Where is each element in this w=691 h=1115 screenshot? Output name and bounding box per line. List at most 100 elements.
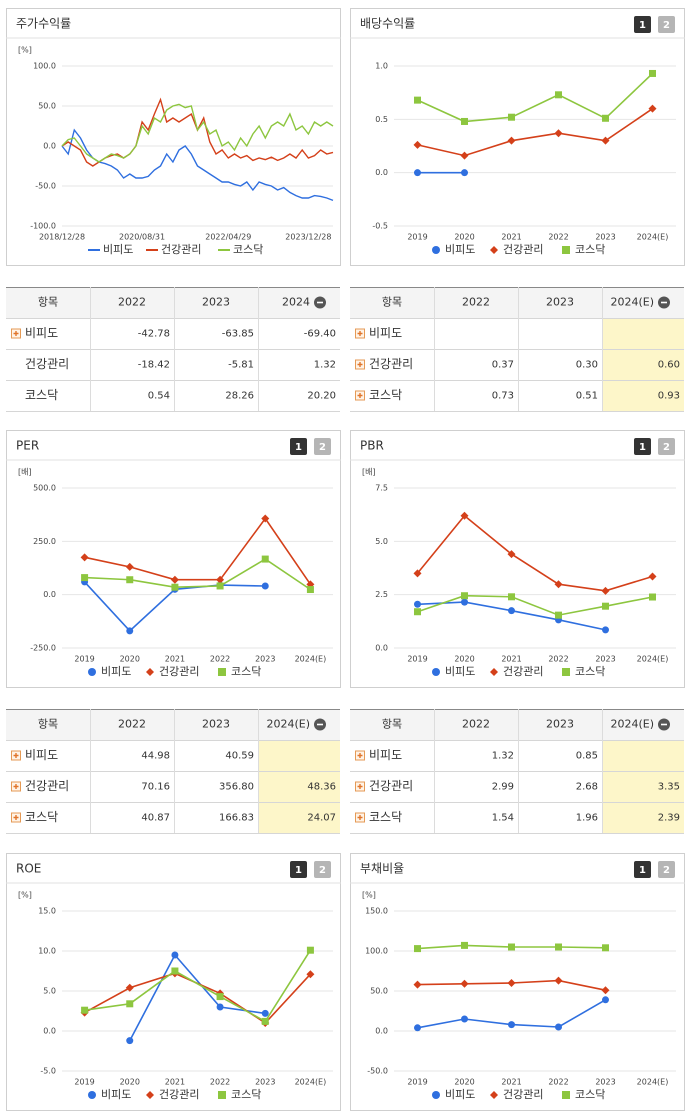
table-cell: 1.54 — [492, 813, 514, 824]
chart-box — [6, 8, 341, 266]
point — [306, 970, 315, 979]
point — [508, 1021, 515, 1029]
point — [261, 582, 269, 590]
table-cell: -5.81 — [228, 360, 254, 371]
point — [261, 514, 270, 523]
legend-swatch — [88, 1091, 96, 1099]
point — [414, 96, 421, 104]
table-cell: 0.85 — [576, 751, 598, 762]
legend-swatch — [432, 1091, 440, 1099]
legend-swatch — [432, 246, 440, 254]
point — [414, 1024, 421, 1032]
point — [413, 140, 422, 149]
chart-title: 주가수익률 — [16, 17, 71, 31]
tab-button-label[interactable]: 2 — [319, 442, 326, 453]
x-tick-label: 2024(E) — [637, 655, 669, 664]
chart-box — [6, 430, 341, 688]
table-cell: 20.20 — [307, 391, 336, 402]
tab-button-label[interactable]: 2 — [663, 865, 670, 876]
x-tick-label: 2019 — [74, 1078, 94, 1087]
table-header: 2023 — [546, 296, 574, 309]
x-tick-label: 2023 — [255, 1078, 275, 1087]
y-tick-label: 2.5 — [375, 590, 388, 599]
tab-button[interactable] — [658, 438, 675, 455]
highlight-column — [602, 740, 684, 833]
x-tick-label: 2022/04/29 — [205, 233, 251, 242]
expand-icon-plus — [357, 362, 363, 367]
tab-button-label[interactable]: 2 — [663, 20, 670, 31]
series-line — [61, 103, 334, 163]
point — [649, 69, 656, 77]
table-cell: 1.96 — [576, 813, 598, 824]
tab-button-label[interactable]: 1 — [295, 865, 302, 876]
legend-swatch — [88, 668, 96, 676]
point — [554, 580, 563, 589]
row-label: 비피도 — [369, 326, 402, 340]
point — [171, 951, 179, 959]
chart-box — [6, 853, 341, 1111]
y-tick-label: 7.5 — [375, 484, 388, 493]
tab-button[interactable] — [290, 861, 307, 878]
legend-label: 건강관리 — [159, 665, 199, 678]
table-cell: 40.59 — [225, 751, 254, 762]
table-header-bg — [6, 709, 340, 740]
point — [508, 943, 515, 951]
point — [81, 1006, 89, 1014]
table-cell: -42.78 — [138, 329, 170, 340]
point — [601, 136, 610, 145]
point — [216, 993, 224, 1001]
y-tick-label: -50.0 — [35, 182, 56, 191]
tab-button[interactable] — [634, 438, 651, 455]
series-line — [416, 514, 653, 592]
x-tick-label: 2020 — [120, 655, 140, 664]
point — [601, 586, 610, 595]
x-tick-label: 2024(E) — [295, 1078, 327, 1087]
tab-button-label[interactable]: 1 — [639, 865, 646, 876]
tab-button-label[interactable]: 1 — [295, 442, 302, 453]
tab-button[interactable] — [658, 16, 675, 33]
point — [261, 1017, 269, 1025]
tab-button[interactable] — [314, 861, 331, 878]
series-line — [84, 949, 312, 1023]
tab-button-label[interactable]: 1 — [639, 442, 646, 453]
x-tick-label: 2024(E) — [637, 1078, 669, 1087]
table-cell: -63.85 — [222, 329, 254, 340]
legend-label: 비피도 — [445, 243, 475, 256]
tab-button[interactable] — [314, 438, 331, 455]
legend-swatch — [218, 668, 226, 676]
x-tick-label: 2022 — [210, 1078, 230, 1087]
unit-label: [%] — [18, 46, 32, 55]
table-cell: 2.39 — [658, 813, 680, 824]
tab-button[interactable] — [634, 861, 651, 878]
y-tick-label: 50.0 — [370, 987, 388, 996]
tab-button[interactable] — [634, 16, 651, 33]
legend-label: 비피도 — [103, 243, 133, 256]
x-tick-label: 2019 — [407, 655, 427, 664]
row-label: 비피도 — [25, 326, 58, 340]
point — [601, 986, 610, 995]
point — [170, 575, 179, 584]
tab-button-label[interactable]: 2 — [663, 442, 670, 453]
table-header: 2023 — [202, 718, 230, 731]
series-line — [61, 128, 334, 202]
legend-swatch — [490, 246, 498, 254]
legend-swatch — [146, 668, 154, 676]
expand-icon-plus — [13, 815, 19, 820]
tab-button-label[interactable]: 2 — [319, 865, 326, 876]
point — [554, 129, 563, 138]
series-line — [417, 594, 653, 616]
row-label: 건강관리 — [25, 779, 69, 793]
tab-button[interactable] — [290, 438, 307, 455]
point — [414, 945, 421, 953]
point — [461, 592, 468, 600]
tab-button-label[interactable]: 1 — [639, 20, 646, 31]
y-tick-label: 5.0 — [375, 537, 388, 546]
point — [602, 602, 609, 610]
table-cell: 0.93 — [658, 391, 680, 402]
y-tick-label: 150.0 — [365, 907, 388, 916]
point — [171, 583, 179, 591]
point — [125, 983, 134, 992]
table-cell: 2.99 — [492, 782, 514, 793]
tab-button[interactable] — [658, 861, 675, 878]
series-line — [129, 953, 266, 1041]
